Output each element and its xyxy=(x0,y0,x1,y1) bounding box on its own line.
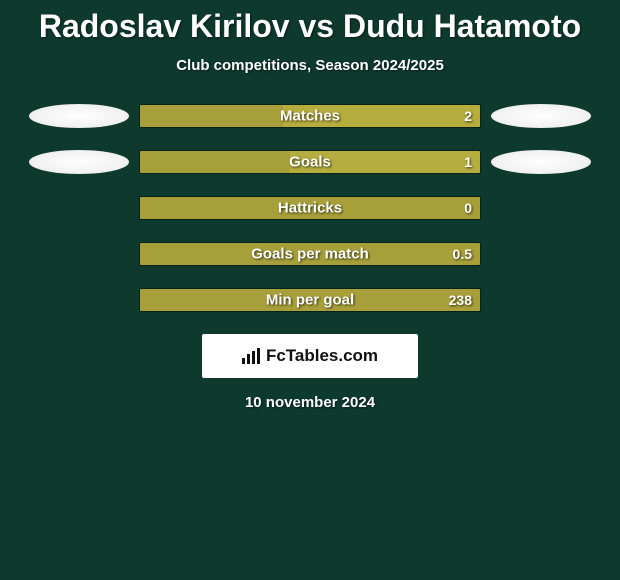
stat-label: Min per goal xyxy=(266,292,354,309)
bar-left-segment xyxy=(140,105,283,127)
stat-bar: Matches 2 xyxy=(139,104,481,128)
stat-row: Min per goal 238 xyxy=(0,288,620,312)
stat-label: Goals per match xyxy=(251,246,369,263)
left-ellipse-icon xyxy=(29,104,129,128)
stat-label: Goals xyxy=(289,154,331,171)
left-side xyxy=(19,150,139,174)
stat-row: Goals 1 xyxy=(0,150,620,174)
stat-bar: Hattricks 0 xyxy=(139,196,481,220)
bar-left-segment xyxy=(140,151,290,173)
stat-value-right: 0.5 xyxy=(453,246,472,262)
left-side xyxy=(19,104,139,128)
stat-value-right: 0 xyxy=(464,200,472,216)
stat-value-right: 1 xyxy=(464,154,472,170)
stat-value-right: 2 xyxy=(464,108,472,124)
right-side xyxy=(481,104,601,128)
stat-label: Matches xyxy=(280,108,340,125)
stat-row: Hattricks 0 xyxy=(0,196,620,220)
stat-bar: Min per goal 238 xyxy=(139,288,481,312)
right-side xyxy=(481,150,601,174)
stat-bar: Goals per match 0.5 xyxy=(139,242,481,266)
logo-text: FcTables.com xyxy=(266,346,378,366)
subtitle: Club competitions, Season 2024/2025 xyxy=(0,57,620,74)
stat-bar: Goals 1 xyxy=(139,150,481,174)
right-ellipse-icon xyxy=(491,150,591,174)
stat-row: Goals per match 0.5 xyxy=(0,242,620,266)
bars-icon xyxy=(242,348,262,364)
stat-row: Matches 2 xyxy=(0,104,620,128)
stat-rows: Matches 2 Goals 1 Hattricks 0 xyxy=(0,104,620,312)
stat-label: Hattricks xyxy=(278,200,342,217)
left-ellipse-icon xyxy=(29,150,129,174)
date: 10 november 2024 xyxy=(0,394,620,411)
page-title: Radoslav Kirilov vs Dudu Hatamoto xyxy=(0,0,620,45)
logo-box: FcTables.com xyxy=(202,334,418,378)
stat-value-right: 238 xyxy=(449,292,472,308)
logo: FcTables.com xyxy=(242,346,378,366)
right-ellipse-icon xyxy=(491,104,591,128)
